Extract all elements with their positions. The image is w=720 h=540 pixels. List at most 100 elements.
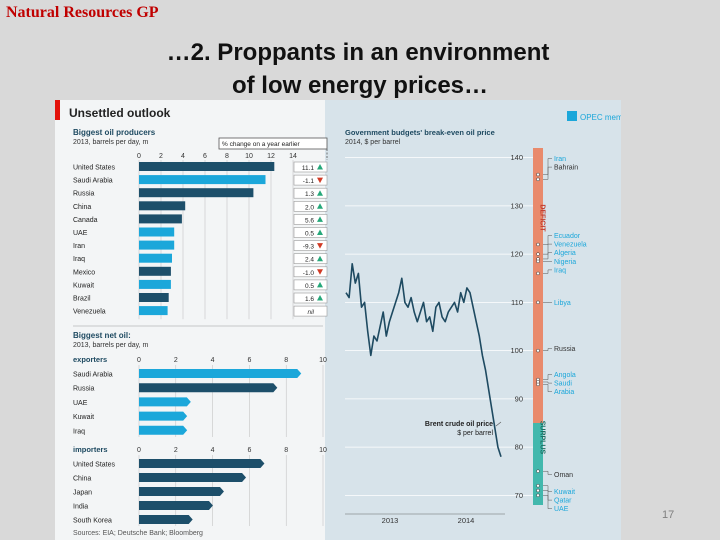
slide-title-line1: …2. Proppants in an environment — [166, 39, 550, 66]
producers-x-tick-label: 12 — [267, 153, 275, 160]
net-oil-arrow-bar — [139, 383, 278, 393]
breakeven-y-tick-label: 130 — [510, 201, 523, 210]
breakeven-title: Government budgets' break-even oil price — [345, 128, 495, 137]
producer-country-label: Saudi Arabia — [73, 178, 113, 185]
pct-change-cell — [293, 201, 328, 212]
breakeven-marker — [536, 259, 540, 264]
pct-change-cell — [293, 174, 328, 186]
net-oil-x-tick-label: 8 — [284, 357, 288, 364]
net-oil-country-label: UAE — [73, 400, 88, 407]
net-oil-arrow-bar — [139, 487, 224, 496]
pct-change-cell — [293, 214, 328, 225]
producer-bar — [139, 188, 254, 198]
producers-x-tick-label: 14 — [289, 153, 297, 160]
breakeven-leader — [543, 252, 552, 260]
breakeven-country-label: Algeria — [554, 250, 576, 257]
breakeven-country-label: Russia — [554, 346, 576, 353]
net-oil-x-tick-label: 4 — [211, 357, 215, 364]
breakeven-leader — [543, 381, 552, 384]
breakeven-leader — [543, 495, 552, 509]
breakeven-marker — [536, 483, 540, 488]
producers-chart: Biggest oil producers 2013, barrels per d… — [73, 128, 328, 320]
net-oil-arrow-bar — [139, 411, 188, 421]
surplus-label: SURPLUS — [539, 421, 546, 455]
breakeven-leader — [543, 374, 552, 380]
breakeven-marker — [536, 271, 540, 276]
pct-change-value: 5.6 — [305, 217, 314, 224]
net-oil-country-label: Kuwait — [73, 414, 94, 421]
producers-x-tick-label: 2 — [159, 153, 163, 160]
breakeven-country-label: UAE — [554, 506, 569, 513]
net-oil-country-label: South Korea — [73, 518, 112, 525]
producer-bar — [139, 201, 186, 211]
net-oil-x-tick-label: 10 — [319, 447, 327, 454]
brent-label-leader — [495, 421, 502, 427]
slide-number: 17 — [662, 509, 675, 521]
net-oil-country-label: Saudi Arabia — [73, 372, 113, 379]
producers-subtitle: 2013, barrels per day, m — [73, 139, 149, 146]
net-oil-x-tick-label: 4 — [211, 447, 215, 454]
pct-change-value: 2.4 — [305, 257, 314, 264]
breakeven-marker — [536, 172, 540, 177]
up-arrow-icon — [317, 255, 323, 262]
breakeven-marker — [536, 300, 540, 305]
breakeven-country-label: Oman — [554, 472, 573, 479]
up-arrow-icon — [317, 229, 323, 235]
pct-change-cell — [293, 240, 328, 251]
net-oil-arrow-bar — [139, 501, 213, 510]
pct-change-value: nil — [307, 309, 314, 316]
slide-title-line2: of low energy prices… — [231, 72, 489, 99]
breakeven-leader — [543, 269, 552, 274]
pct-change-value: 1.3 — [305, 191, 314, 198]
breakeven-leader — [543, 235, 552, 245]
breakeven-country-label: Saudi — [554, 381, 572, 388]
breakeven-chart: Government budgets' break-even oil price… — [345, 128, 587, 525]
net-oil-arrow-bar — [139, 473, 247, 482]
breakeven-country-label: Iraq — [554, 267, 566, 274]
breakeven-country-label: Libya — [554, 300, 571, 307]
figure-red-tab — [55, 100, 60, 120]
net-oil-country-label: Iraq — [73, 428, 85, 435]
producer-country-label: Iraq — [73, 256, 85, 263]
pct-change-value: 2.0 — [305, 204, 314, 211]
producer-country-label: Venezuela — [73, 309, 106, 316]
breakeven-country-label: Arabia — [554, 389, 574, 396]
net-oil-arrow-bar — [139, 515, 193, 524]
producers-title: Biggest oil producers — [73, 128, 156, 137]
pct-change-cell — [293, 161, 328, 173]
producer-country-label: Mexico — [73, 269, 95, 276]
breakeven-leader — [543, 243, 552, 255]
pct-change-annotation: % change on a year earlier — [222, 141, 301, 148]
producer-country-label: Brazil — [73, 296, 91, 303]
breakeven-y-tick-label: 70 — [515, 491, 523, 500]
producer-country-label: Iran — [73, 243, 85, 250]
net-oil-arrow-bar — [139, 369, 302, 378]
producer-country-label: UAE — [73, 230, 88, 237]
net-oil-arrow-bar — [139, 425, 188, 435]
down-arrow-icon — [317, 269, 323, 275]
down-arrow-icon — [317, 243, 323, 249]
pct-change-value: -9.3 — [303, 244, 315, 251]
net-oil-x-tick-label: 10 — [319, 357, 327, 364]
up-arrow-icon — [317, 203, 323, 209]
net-oil-country-label: China — [73, 476, 91, 483]
pct-change-cell — [293, 305, 328, 317]
net-oil-chart: Biggest net oil: 2013, barrels per day, m… — [73, 325, 327, 526]
pct-change-value: 0.5 — [305, 231, 314, 238]
breakeven-country-label: Angola — [554, 372, 576, 379]
pct-change-cell — [293, 227, 328, 238]
up-arrow-icon — [317, 190, 323, 196]
figure-source: Sources: EIA; Deutsche Bank; Bloomberg — [73, 530, 203, 537]
breakeven-y-tick-label: 100 — [510, 346, 523, 355]
producer-bar — [139, 214, 182, 224]
net-oil-country-label: Japan — [73, 490, 92, 497]
breakeven-country-label: Ecuador — [554, 233, 581, 240]
producer-bar — [139, 293, 169, 302]
breakeven-y-tick-label: 110 — [511, 298, 523, 307]
breakeven-country-label: Nigeria — [554, 259, 576, 266]
pct-change-value: 1.6 — [305, 296, 314, 303]
producer-bar — [139, 266, 171, 276]
net-oil-x-tick-label: 2 — [174, 447, 178, 454]
deficit-zone — [533, 148, 543, 423]
brent-price-line — [345, 263, 502, 458]
